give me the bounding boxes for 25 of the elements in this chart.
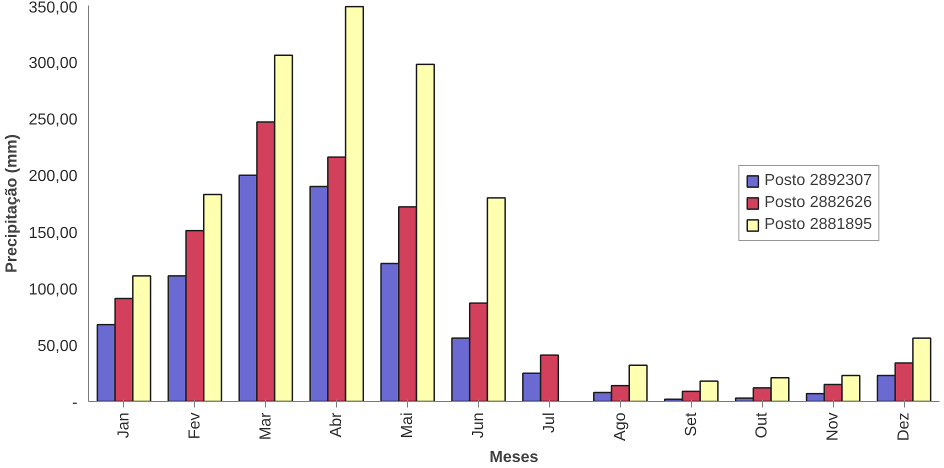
legend-label: Posto 2892307 <box>764 172 872 190</box>
legend-label: Posto 2881895 <box>764 216 872 234</box>
y-tick-label: 200,00 <box>28 168 78 186</box>
x-tick-label: Abr <box>328 412 346 438</box>
x-tick-label: Jan <box>115 412 132 438</box>
y-tick-label: 100,00 <box>28 281 78 298</box>
x-axis-title: Meses <box>490 448 539 466</box>
y-tick-label: 300,00 <box>28 55 78 72</box>
x-tick-label: Mar <box>257 412 274 440</box>
x-tick-label: Fev <box>186 412 204 440</box>
y-axis-title: Precipitação (mm) <box>4 134 21 273</box>
x-tick-label: Set <box>682 412 700 437</box>
x-tick-label: Dez <box>896 412 913 441</box>
legend-label: Posto 2882626 <box>764 194 872 212</box>
y-tick-label: 150,00 <box>28 224 78 242</box>
x-tick-label: Jul <box>540 412 558 433</box>
x-tick-label: Ago <box>612 412 629 441</box>
y-tick-label: - <box>72 394 78 412</box>
x-tick-label: Out <box>754 412 771 438</box>
y-tick-label: 250,00 <box>28 112 78 129</box>
y-tick-label: 50,00 <box>37 338 78 355</box>
x-tick-label: Nov <box>824 412 842 441</box>
x-tick-label: Jun <box>470 412 488 438</box>
y-tick-label: 350,00 <box>28 0 78 16</box>
x-tick-label: Mai <box>399 412 416 438</box>
